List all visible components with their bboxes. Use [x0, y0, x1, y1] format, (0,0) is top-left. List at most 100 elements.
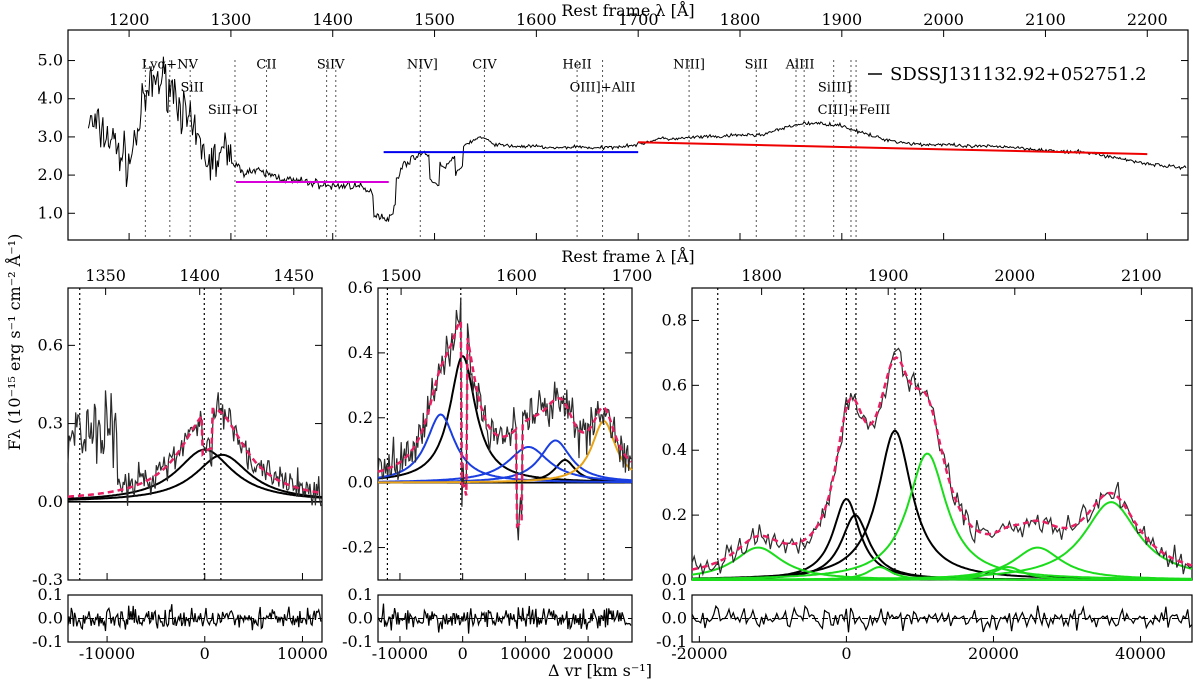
panel-xtick-label: 0 [841, 644, 851, 663]
top-xtick-label: 1800 [720, 10, 761, 29]
residual-ytick-label: -0.1 [342, 632, 373, 651]
panel-xtick-label: 10000 [277, 644, 328, 663]
fit-component-green6 [692, 501, 1193, 581]
emission-line-label: SiIV [317, 57, 345, 72]
panel-xtick-label: 20000 [968, 644, 1019, 663]
panel-ytick-label: -0.3 [32, 570, 63, 589]
panel-xtick-label: 10000 [500, 644, 551, 663]
panel-xtick-label: 20000 [563, 644, 614, 663]
panel-xtick-label: -20000 [671, 644, 727, 663]
top-xtick-label: 2200 [1127, 10, 1168, 29]
panel-top-xtick-label: 1900 [868, 266, 909, 285]
panel-ytick-label: 0.2 [662, 505, 687, 524]
panel-top-xtick-label: 1350 [85, 266, 126, 285]
top-xtick-label: 1900 [821, 10, 862, 29]
top-ytick-label: 3.0 [38, 127, 63, 146]
panel-ytick-label: 0.2 [348, 408, 373, 427]
residual-ytick-label: -0.1 [656, 632, 687, 651]
panel-ytick-label: 0.6 [38, 335, 63, 354]
panel-xtick-label: -10000 [372, 644, 428, 663]
top-xtick-label: 1600 [516, 10, 557, 29]
panel-ciii: 1800 1900 2000 2100 -20000 0 20000 40000 0.0 0.2 0… [656, 266, 1193, 663]
top-xtick-label: 1200 [109, 10, 150, 29]
emission-line-label: CII [256, 57, 276, 72]
continuum-fit-red [638, 141, 1148, 156]
panel-data-line [377, 297, 632, 541]
residual-ytick-label: 0.1 [348, 585, 373, 604]
panel-ytick-label: 0.4 [662, 440, 687, 459]
emission-line-label: SiII+OI [208, 103, 258, 118]
panel-ytick-label: 0.8 [662, 310, 687, 329]
panel-top-xtick-label: 1600 [496, 266, 537, 285]
top-axis-label: Rest frame λ [Å] [561, 0, 694, 20]
panel-ytick-label: 0.0 [662, 570, 687, 589]
panel-ytick-label: 0.0 [38, 492, 63, 511]
fit-component-gauss1 [68, 448, 323, 500]
top-xtick-label: 1500 [414, 10, 455, 29]
emission-line-label: SiIII] [818, 80, 852, 95]
emission-line-label: Lyα+NV [142, 57, 199, 72]
panel-xtick-label: 0 [458, 644, 468, 663]
residual-ytick-label: 0.0 [38, 609, 63, 628]
top-xtick-label: 2100 [1025, 10, 1066, 29]
panel-top-xtick-label: 1700 [612, 266, 653, 285]
panel-total-fit [68, 407, 322, 498]
panel-residual-line [691, 604, 1193, 633]
emission-line-label: NIV] [407, 57, 438, 72]
top-xtick-label: 2000 [923, 10, 964, 29]
residual-ytick-label: 0.1 [662, 585, 687, 604]
fit-component-green1 [691, 546, 1192, 581]
fit-component-green5 [692, 546, 1193, 581]
top-spectrum-line [87, 56, 1187, 222]
emission-line-label: SiII [745, 57, 768, 72]
residual-ytick-label: 0.1 [38, 585, 63, 604]
top-panel: 1200 1300 1400 1500 1600 1700 1800 1900 2000 2100… [38, 10, 1188, 240]
emission-line-label: AlIII [785, 57, 815, 72]
panel-top-xtick-label: 1450 [273, 266, 314, 285]
bottom-axis-label: Δ vr [km s⁻¹] [548, 661, 652, 680]
siiv-panel-frame [67, 287, 323, 581]
panel-top-xtick-label: 2000 [994, 266, 1035, 285]
residual-ytick-label: 0.0 [662, 609, 687, 628]
top-xtick-label: 1300 [211, 10, 252, 29]
panel-top-xtick-label: 1500 [381, 266, 422, 285]
emission-line-label: HeII [562, 57, 591, 72]
panel-ytick-label: 0.4 [348, 343, 373, 362]
fit-component-orange [378, 419, 633, 484]
legend-label: SDSSJ131132.92+052751.2 [890, 64, 1147, 85]
fit-component-gauss2 [68, 453, 323, 501]
panel-top-xtick-label: 1400 [179, 266, 220, 285]
panel-data-line [691, 347, 1193, 577]
bottom-panels: 1350 1400 1450 -10000 0 10000 -0.3 0.0 0.3 0.6 -0.… [32, 266, 1193, 663]
panel-ytick-label: 0.3 [38, 414, 63, 433]
panel-ytick-label: 0.0 [348, 473, 373, 492]
panel-residual-line [377, 603, 632, 634]
top-ytick-label: 5.0 [38, 51, 63, 70]
top-ytick-label: 1.0 [38, 203, 63, 222]
emission-line-label: CIII]+FeIII [818, 103, 891, 118]
panel-siiv: 1350 1400 1450 -10000 0 10000 -0.3 0.0 0.3 0.6 -0.… [32, 266, 328, 663]
residual-ytick-label: -0.1 [32, 632, 63, 651]
panel-residual-line [67, 604, 322, 632]
civ-panel-frame [377, 287, 633, 581]
panel-data-line [67, 390, 322, 507]
panel-xtick-label: 40000 [1115, 644, 1166, 663]
top-ytick-label: 4.0 [38, 89, 63, 108]
fit-component-green2 [692, 452, 1192, 580]
emission-line-label: CIV [472, 57, 497, 72]
mid-axis-label: Rest frame λ [Å] [561, 246, 694, 266]
panel-xtick-label: -10000 [79, 644, 135, 663]
top-xtick-label: 1400 [312, 10, 353, 29]
y-axis-label: Fλ (10⁻¹⁵ erg s⁻¹ cm⁻² Å⁻¹) [4, 234, 24, 451]
panel-ytick-label: 0.6 [348, 278, 373, 297]
panel-top-xtick-label: 2100 [1121, 266, 1162, 285]
panel-ytick-label: 0.6 [662, 375, 687, 394]
panel-xtick-label: 0 [200, 644, 210, 663]
top-xtick-label: 1700 [618, 10, 659, 29]
fit-component-blue2 [378, 446, 633, 483]
top-panel-frame [67, 29, 1189, 241]
panel-ytick-label: -0.2 [342, 538, 373, 557]
emission-line-label: NIII] [673, 57, 705, 72]
